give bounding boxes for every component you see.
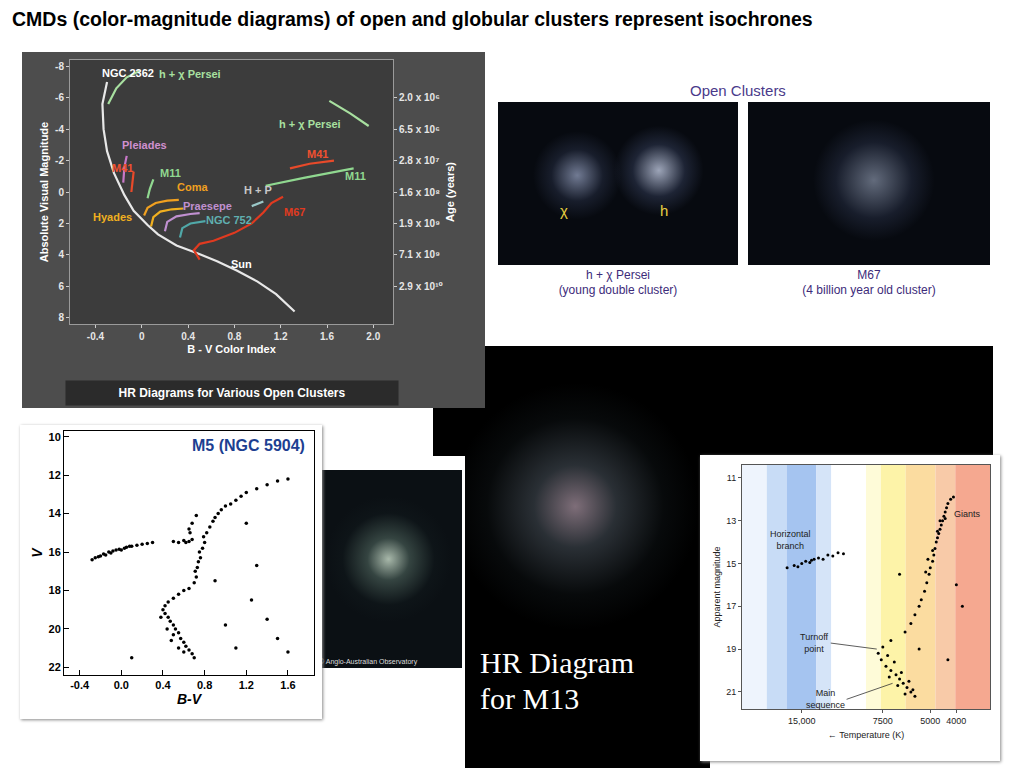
svg-text:4000: 4000 (946, 716, 966, 726)
svg-text:16: 16 (49, 546, 61, 558)
svg-text:19: 19 (726, 644, 736, 654)
svg-text:20: 20 (49, 623, 61, 635)
svg-text:M41: M41 (307, 148, 328, 160)
svg-text:Apparent magnitude: Apparent magnitude (712, 546, 722, 627)
svg-text:Turnoffpoint: Turnoffpoint (800, 632, 829, 654)
svg-text:Coma: Coma (177, 181, 208, 193)
svg-text:6.5 x 10⁶: 6.5 x 10⁶ (399, 124, 440, 135)
svg-text:B-V: B-V (177, 691, 203, 707)
svg-text:NGC 2362: NGC 2362 (102, 67, 154, 79)
svg-text:Mainsequence: Mainsequence (806, 688, 845, 710)
svg-text:1.6: 1.6 (280, 679, 295, 691)
html-text:h: h (660, 202, 669, 219)
svg-text:8: 8 (58, 312, 64, 323)
svg-text:0.8: 0.8 (227, 331, 241, 342)
svg-text:1.9 x 10⁹: 1.9 x 10⁹ (399, 218, 440, 229)
svg-text:H + P: H + P (244, 184, 272, 196)
svg-text:17: 17 (726, 601, 736, 611)
svg-text:2.0: 2.0 (366, 331, 380, 342)
svg-text:h + χ Persei: h + χ Persei (159, 68, 221, 80)
html-text:M67: M67 (857, 268, 881, 282)
svg-text:Hyades: Hyades (93, 211, 132, 223)
svg-text:Pleiades: Pleiades (122, 139, 167, 151)
svg-text:14: 14 (49, 507, 62, 519)
svg-text:7500: 7500 (873, 716, 893, 726)
html-text:χ: χ (560, 202, 568, 219)
svg-text:-6: -6 (55, 92, 64, 103)
svg-text:1.2: 1.2 (274, 331, 288, 342)
html-text:Open Clusters: Open Clusters (690, 82, 786, 99)
html-text:(young double cluster): (young double cluster) (558, 283, 678, 297)
svg-text:Horizontalbranch: Horizontalbranch (770, 529, 811, 551)
svg-text:0.4: 0.4 (181, 331, 195, 342)
svg-text:Age (years): Age (years) (444, 162, 456, 222)
svg-text:10: 10 (49, 431, 61, 443)
svg-text:0.0: 0.0 (114, 679, 129, 691)
svg-text:-8: -8 (55, 61, 64, 72)
svg-text:5000: 5000 (920, 716, 940, 726)
svg-text:4: 4 (58, 249, 64, 260)
svg-text:M11: M11 (160, 167, 181, 179)
svg-text:1.2: 1.2 (239, 679, 254, 691)
svg-text:15: 15 (726, 559, 736, 569)
svg-text:0: 0 (139, 331, 145, 342)
html-text:CMDs (color-magnitude diagrams: CMDs (color-magnitude diagrams) of open … (12, 8, 813, 30)
html-text:© Anglo-Australian Observatory: © Anglo-Australian Observatory (319, 658, 418, 665)
svg-text:13: 13 (726, 516, 736, 526)
svg-text:7.1 x 10⁹: 7.1 x 10⁹ (399, 249, 440, 260)
html-text:(4 billion year old cluster): (4 billion year old cluster) (802, 283, 936, 297)
svg-text:Absolute Visual Magnitude: Absolute Visual Magnitude (38, 122, 50, 262)
svg-text:2: 2 (58, 218, 64, 229)
svg-text:Giants: Giants (954, 509, 981, 519)
svg-text:22: 22 (49, 661, 61, 673)
svg-text:HR Diagrams for Various Open C: HR Diagrams for Various Open Clusters (118, 386, 345, 400)
svg-text:-0.4: -0.4 (70, 679, 90, 691)
svg-text:h + χ Persei: h + χ Persei (279, 118, 341, 130)
svg-text:0: 0 (58, 187, 64, 198)
html-text:HR Diagram for M13: HR Diagram for M13 (480, 646, 635, 715)
svg-text:V: V (29, 547, 45, 558)
svg-text:0.4: 0.4 (155, 679, 171, 691)
svg-text:M11: M11 (345, 170, 366, 182)
svg-text:2.9 x 10¹⁰: 2.9 x 10¹⁰ (399, 281, 443, 292)
svg-text:NGC 752: NGC 752 (206, 214, 252, 226)
svg-text:M41: M41 (112, 162, 133, 174)
svg-text:1.6: 1.6 (320, 331, 334, 342)
svg-text:-0.4: -0.4 (87, 331, 105, 342)
svg-text:2.0 x 10⁶: 2.0 x 10⁶ (399, 92, 440, 103)
html-text:h + χ Persei: h + χ Persei (586, 268, 650, 282)
svg-text:6: 6 (58, 281, 64, 292)
svg-text:1.6 x 10⁸: 1.6 x 10⁸ (399, 187, 440, 198)
svg-text:Sun: Sun (231, 258, 252, 270)
svg-text:15,000: 15,000 (788, 716, 816, 726)
svg-text:12: 12 (49, 469, 61, 481)
svg-text:M67: M67 (284, 206, 305, 218)
svg-text:-4: -4 (55, 124, 64, 135)
svg-text:0.8: 0.8 (197, 679, 212, 691)
svg-text:21: 21 (726, 687, 736, 697)
svg-text:2.8 x 10⁷: 2.8 x 10⁷ (399, 155, 439, 166)
svg-text:11: 11 (727, 473, 736, 483)
svg-text:-2: -2 (55, 155, 64, 166)
svg-text:B - V Color Index: B - V Color Index (187, 343, 277, 355)
svg-text:← Temperature (K): ← Temperature (K) (828, 730, 904, 740)
svg-text:18: 18 (49, 584, 61, 596)
svg-text:M5 (NGC 5904): M5 (NGC 5904) (192, 437, 305, 454)
svg-text:Praesepe: Praesepe (183, 200, 232, 212)
